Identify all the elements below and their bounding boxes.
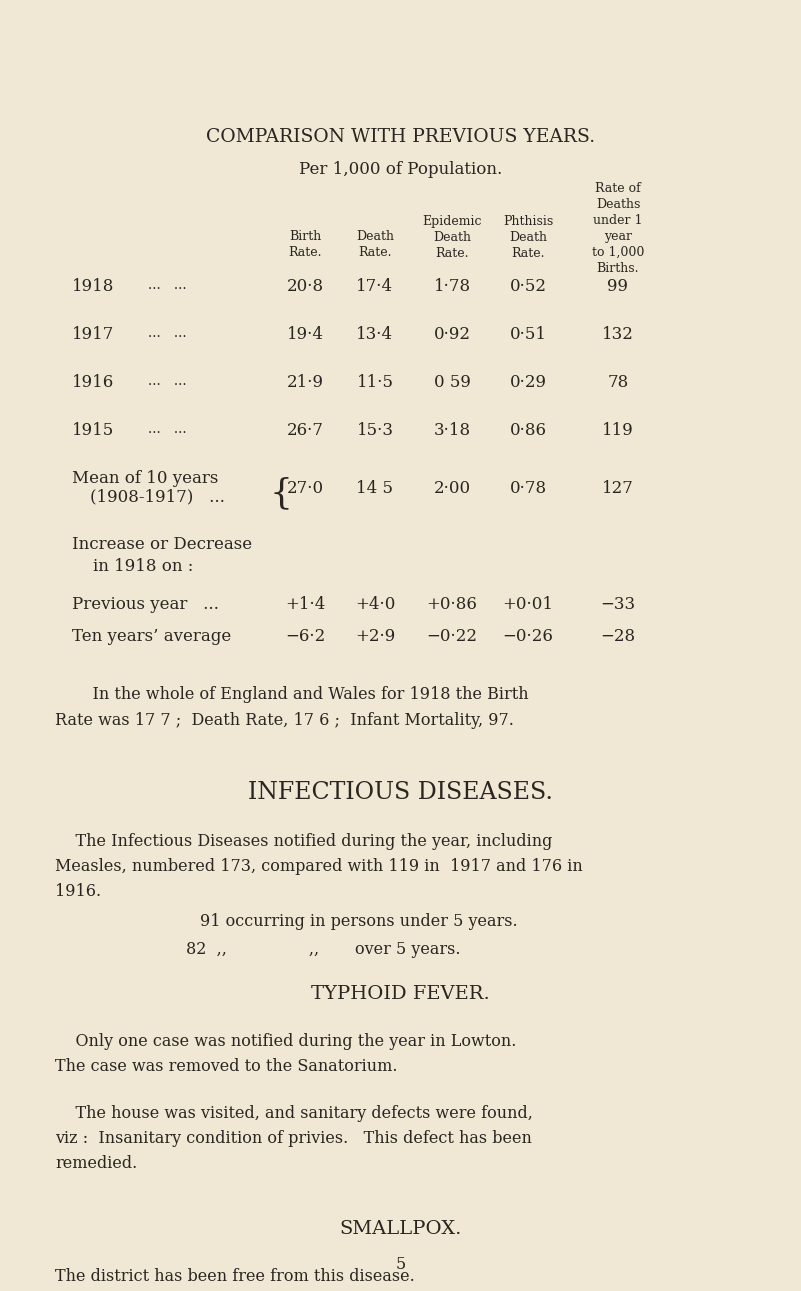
Text: INFECTIOUS DISEASES.: INFECTIOUS DISEASES.: [248, 781, 553, 804]
Text: Ten years’ average: Ten years’ average: [72, 627, 231, 646]
Text: 15·3: 15·3: [356, 422, 393, 439]
Text: Deaths: Deaths: [596, 198, 640, 210]
Text: Death: Death: [356, 230, 394, 243]
Text: Per 1,000 of Population.: Per 1,000 of Population.: [299, 161, 502, 178]
Text: 0 59: 0 59: [433, 374, 470, 391]
Text: 132: 132: [602, 327, 634, 343]
Text: +0·01: +0·01: [502, 596, 553, 613]
Text: 91 occurring in persons under 5 years.: 91 occurring in persons under 5 years.: [200, 913, 517, 930]
Text: Rate.: Rate.: [511, 247, 545, 259]
Text: ...   ...: ... ...: [148, 327, 187, 340]
Text: 21·9: 21·9: [287, 374, 324, 391]
Text: 2·00: 2·00: [433, 480, 470, 497]
Text: TYPHOID FEVER.: TYPHOID FEVER.: [311, 985, 490, 1003]
Text: ...   ...: ... ...: [148, 278, 187, 292]
Text: 27·0: 27·0: [287, 480, 324, 497]
Text: ...   ...: ... ...: [148, 374, 187, 389]
Text: SMALLPOX.: SMALLPOX.: [340, 1220, 461, 1238]
Text: 127: 127: [602, 480, 634, 497]
Text: 1916.: 1916.: [55, 883, 101, 900]
Text: Death: Death: [509, 231, 547, 244]
Text: 99: 99: [607, 278, 629, 296]
Text: 0·78: 0·78: [509, 480, 546, 497]
Text: viz :  Insanitary condition of privies.   This defect has been: viz : Insanitary condition of privies. T…: [55, 1130, 532, 1146]
Text: Increase or Decrease: Increase or Decrease: [72, 536, 252, 553]
Text: 19·4: 19·4: [287, 327, 324, 343]
Text: 1917: 1917: [72, 327, 115, 343]
Text: −33: −33: [601, 596, 635, 613]
Text: −0·26: −0·26: [502, 627, 553, 646]
Text: 26·7: 26·7: [287, 422, 324, 439]
Text: 119: 119: [602, 422, 634, 439]
Text: 17·4: 17·4: [356, 278, 393, 296]
Text: In the whole of England and Wales for 1918 the Birth: In the whole of England and Wales for 19…: [72, 686, 529, 704]
Text: COMPARISON WITH PREVIOUS YEARS.: COMPARISON WITH PREVIOUS YEARS.: [206, 128, 595, 146]
Text: Phthisis: Phthisis: [503, 216, 553, 229]
Text: +2·9: +2·9: [355, 627, 395, 646]
Text: Rate.: Rate.: [435, 247, 469, 259]
Text: Epidemic: Epidemic: [422, 216, 481, 229]
Text: +4·0: +4·0: [355, 596, 395, 613]
Text: Measles, numbered 173, compared with 119 in  1917 and 176 in: Measles, numbered 173, compared with 119…: [55, 859, 583, 875]
Text: −0·22: −0·22: [426, 627, 477, 646]
Text: 1·78: 1·78: [433, 278, 470, 296]
Text: Previous year   ...: Previous year ...: [72, 596, 219, 613]
Text: 1916: 1916: [72, 374, 115, 391]
Text: +0·86: +0·86: [427, 596, 477, 613]
Text: Rate of: Rate of: [595, 182, 641, 195]
Text: 13·4: 13·4: [356, 327, 393, 343]
Text: 5: 5: [396, 1256, 405, 1273]
Text: to 1,000: to 1,000: [592, 247, 644, 259]
Text: ...   ...: ... ...: [148, 422, 187, 436]
Text: 0·52: 0·52: [509, 278, 546, 296]
Text: 82  ,,                ,,       over 5 years.: 82 ,, ,, over 5 years.: [186, 941, 461, 958]
Text: 3·18: 3·18: [433, 422, 470, 439]
Text: 14 5: 14 5: [356, 480, 393, 497]
Text: 0·51: 0·51: [509, 327, 546, 343]
Text: Only one case was notified during the year in Lowton.: Only one case was notified during the ye…: [55, 1033, 517, 1050]
Text: Rate was 17 7 ;  Death Rate, 17 6 ;  Infant Mortality, 97.: Rate was 17 7 ; Death Rate, 17 6 ; Infan…: [55, 713, 514, 729]
Text: 20·8: 20·8: [287, 278, 324, 296]
Text: The case was removed to the Sanatorium.: The case was removed to the Sanatorium.: [55, 1059, 397, 1075]
Text: year: year: [604, 230, 632, 243]
Text: 0·86: 0·86: [509, 422, 546, 439]
Text: −6·2: −6·2: [285, 627, 325, 646]
Text: The district has been free from this disease.: The district has been free from this dis…: [55, 1268, 415, 1285]
Text: under 1: under 1: [594, 214, 642, 227]
Text: Rate.: Rate.: [358, 247, 392, 259]
Text: +1·4: +1·4: [285, 596, 325, 613]
Text: Death: Death: [433, 231, 471, 244]
Text: 0·92: 0·92: [433, 327, 470, 343]
Text: 11·5: 11·5: [356, 374, 393, 391]
Text: Rate.: Rate.: [288, 247, 322, 259]
Text: Births.: Births.: [597, 262, 639, 275]
Text: 1918: 1918: [72, 278, 115, 296]
Text: The house was visited, and sanitary defects were found,: The house was visited, and sanitary defe…: [55, 1105, 533, 1122]
Text: 0·29: 0·29: [509, 374, 546, 391]
Text: 1915: 1915: [72, 422, 115, 439]
Text: remedied.: remedied.: [55, 1155, 137, 1172]
Text: Mean of 10 years: Mean of 10 years: [72, 470, 219, 487]
Text: in 1918 on :: in 1918 on :: [72, 558, 193, 574]
Text: The Infectious Diseases notified during the year, including: The Infectious Diseases notified during …: [55, 833, 553, 849]
Text: {: {: [270, 476, 293, 510]
Text: 78: 78: [607, 374, 629, 391]
Text: (1908-1917)   ...: (1908-1917) ...: [90, 488, 225, 505]
Text: Birth: Birth: [289, 230, 321, 243]
Text: −28: −28: [601, 627, 635, 646]
